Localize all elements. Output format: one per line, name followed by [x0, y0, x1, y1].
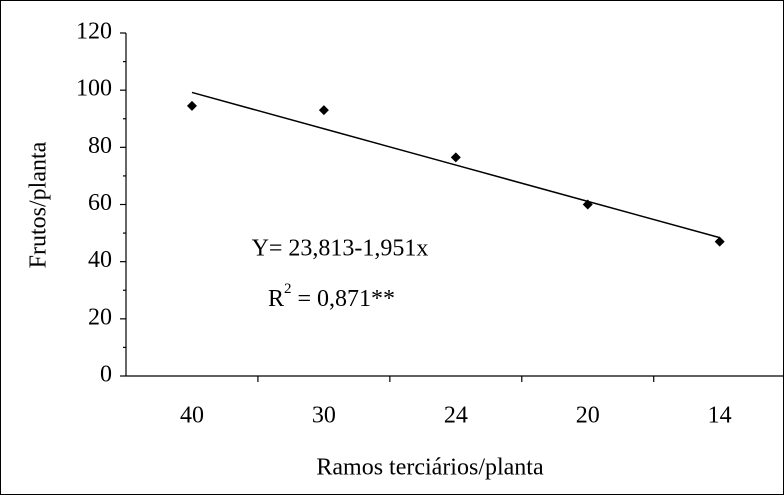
point — [714, 236, 725, 247]
trend-line — [191, 91, 720, 239]
y-tick-label: 120 — [76, 19, 112, 45]
y-tick-label: 80 — [88, 133, 112, 159]
point — [318, 105, 329, 116]
r2-text: R2 = 0,871** — [268, 281, 395, 311]
x-axis-label: Ramos terciários/planta — [316, 455, 544, 481]
y-tick-label: 20 — [88, 304, 112, 330]
x-tick-label: 30 — [312, 403, 336, 429]
point — [450, 152, 461, 163]
y-tick-label: 40 — [88, 247, 112, 273]
r2-label: R — [268, 286, 284, 312]
x-tick-label: 20 — [576, 403, 600, 429]
y-axis-label: Frutos/planta — [26, 141, 52, 268]
y-tick-label: 0 — [100, 362, 112, 388]
x-tick-label: 24 — [444, 403, 468, 429]
x-tick-label: 14 — [708, 403, 732, 429]
r2-value: = 0,871** — [292, 286, 396, 312]
r2-sup: 2 — [284, 281, 292, 297]
equation: Y= 23,813-1,951x — [252, 236, 429, 262]
y-tick-label: 100 — [76, 76, 112, 102]
x-tick-label: 40 — [180, 403, 204, 429]
point — [186, 100, 197, 111]
y-tick-label: 60 — [88, 190, 112, 216]
